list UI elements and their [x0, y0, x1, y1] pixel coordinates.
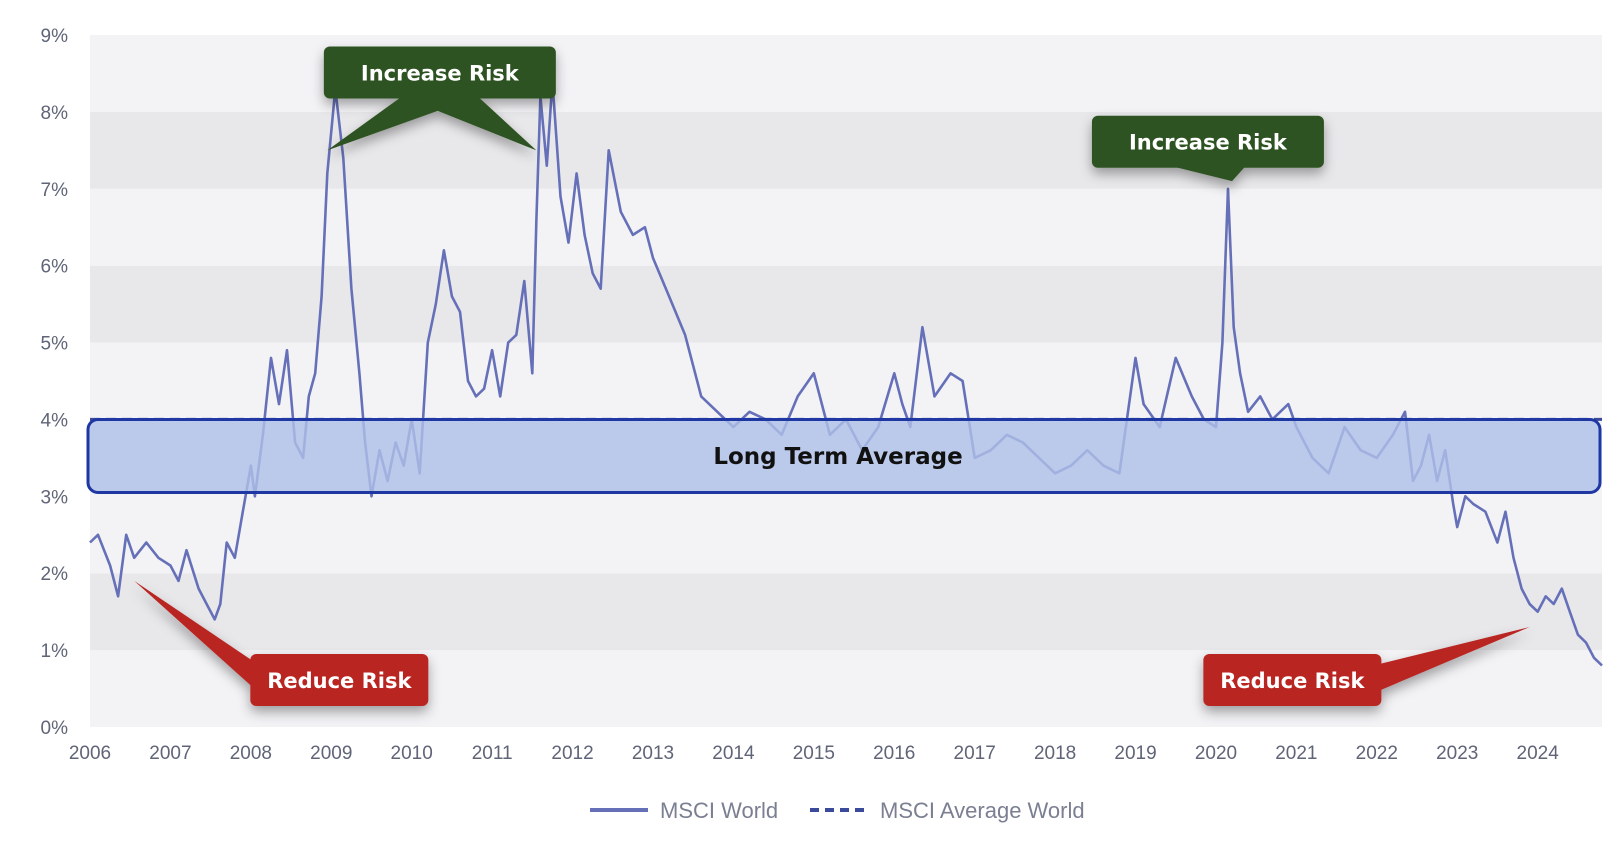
callout-pointer — [327, 96, 478, 151]
background-stripe — [90, 188, 1602, 266]
x-tick-label: 2009 — [310, 743, 352, 764]
y-tick-label: 3% — [41, 487, 69, 508]
x-tick-label: 2008 — [230, 743, 272, 764]
callout-label: Reduce Risk — [1220, 669, 1365, 693]
x-tick-label: 2023 — [1436, 743, 1478, 764]
x-tick-label: 2007 — [149, 743, 191, 764]
x-tick-label: 2013 — [632, 743, 674, 764]
x-axis: 2006 2007 2008 2009 2010 2011 2012 2013 2014 2015… — [69, 743, 1559, 764]
y-tick-label: 4% — [41, 410, 69, 431]
background-stripe — [90, 35, 1602, 112]
y-tick-label: 8% — [41, 103, 69, 124]
background-stripes — [90, 35, 1602, 727]
x-tick-label: 2021 — [1275, 743, 1317, 764]
y-tick-label: 2% — [41, 564, 69, 585]
y-tick-label: 1% — [41, 641, 69, 662]
background-stripe — [90, 111, 1602, 189]
long-term-average-rect — [86, 417, 1602, 494]
callout-pointer — [134, 580, 261, 694]
y-tick-label: 6% — [41, 257, 69, 278]
x-tick-label: 2020 — [1195, 743, 1237, 764]
callout-pointer — [1169, 165, 1246, 182]
callout-label: Increase Risk — [1129, 131, 1288, 155]
x-tick-label: 2017 — [954, 743, 996, 764]
reduce-risk-callout: Reduce Risk — [1203, 627, 1530, 706]
callout-pointer — [401, 96, 537, 151]
x-tick-label: 2019 — [1114, 743, 1156, 764]
x-tick-label: 2011 — [472, 743, 513, 764]
callouts: Increase Risk Increase Risk Reduce Risk Red… — [134, 46, 1530, 706]
y-axis: 0% 1% 2% 3% 4% 5% 6% 7% 8% 9% — [41, 26, 69, 739]
x-tick-label: 2024 — [1517, 743, 1560, 764]
callout-pointer — [1371, 627, 1530, 694]
callout-label: Increase Risk — [361, 62, 520, 86]
x-tick-label: 2022 — [1356, 743, 1398, 764]
x-tick-label: 2016 — [873, 743, 915, 764]
x-tick-label: 2018 — [1034, 743, 1076, 764]
background-stripe — [90, 342, 1602, 420]
background-stripe — [90, 496, 1602, 574]
x-tick-label: 2015 — [793, 743, 835, 764]
callout-label: Reduce Risk — [267, 669, 412, 693]
x-tick-label: 2006 — [69, 743, 111, 764]
background-stripe — [90, 573, 1602, 651]
x-tick-label: 2014 — [712, 743, 755, 764]
long-term-average-label: Long Term Average — [713, 444, 962, 470]
y-tick-label: 7% — [41, 180, 69, 201]
legend-label-msci-average-world: MSCI Average World — [880, 798, 1085, 823]
callout-box — [323, 46, 556, 99]
y-tick-label: 0% — [41, 718, 69, 739]
increase-risk-callout: Increase Risk — [1091, 115, 1324, 182]
callout-box — [1203, 653, 1382, 706]
y-tick-label: 5% — [41, 334, 69, 355]
x-tick-label: 2010 — [391, 743, 433, 764]
legend-label-msci-world: MSCI World — [660, 798, 778, 823]
callout-box — [250, 653, 429, 706]
increase-risk-callout: Increase Risk — [323, 46, 556, 151]
callout-box — [1091, 115, 1324, 168]
legend: MSCI World MSCI Average World — [590, 798, 1085, 823]
reduce-risk-callout: Reduce Risk — [134, 580, 429, 706]
long-term-average-band: Long Term Average — [86, 417, 1602, 494]
x-tick-label: 2012 — [551, 743, 593, 764]
background-stripe — [90, 265, 1602, 343]
y-tick-label: 9% — [41, 26, 69, 47]
